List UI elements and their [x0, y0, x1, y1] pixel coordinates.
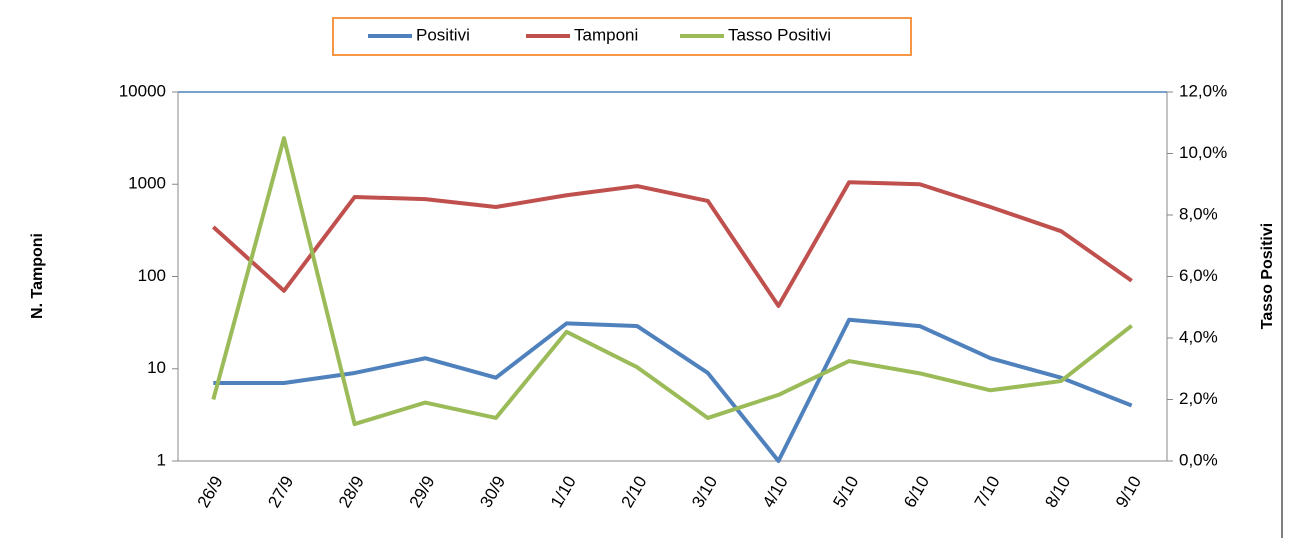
line-series: [211, 136, 1133, 427]
y-tick-label: 100: [138, 266, 166, 285]
x-tick-label: 7/10: [971, 473, 1004, 511]
x-tick-label: 6/10: [900, 473, 933, 511]
y2-tick-label: 0,0%: [1179, 450, 1218, 469]
y2-tick-label: 8,0%: [1179, 204, 1218, 223]
legend-label: Positivi: [416, 25, 470, 44]
y2-axis-title: Tasso Positivi: [1259, 223, 1276, 329]
x-tick-label: 5/10: [829, 473, 862, 511]
x-tick-label: 9/10: [1112, 473, 1145, 511]
x-tick-label: 8/10: [1041, 473, 1074, 511]
y2-tick-label: 4,0%: [1179, 327, 1218, 346]
x-tick-label: 2/10: [618, 473, 651, 511]
y2-tick-label: 10,0%: [1179, 143, 1227, 162]
x-tick-label: 3/10: [688, 473, 721, 511]
y-tick-label: 10: [147, 358, 166, 377]
legend-label: Tasso Positivi: [728, 25, 831, 44]
x-tick-label: 1/10: [547, 473, 580, 511]
x-tick-label: 30/9: [476, 473, 509, 511]
y-tick-label: 1: [157, 450, 166, 469]
line-series: [213, 317, 1133, 463]
y2-tick-label: 12,0%: [1179, 81, 1227, 100]
y-tick-label: 1000: [128, 174, 166, 193]
x-tick-label: 4/10: [759, 473, 792, 511]
y2-tick-label: 2,0%: [1179, 389, 1218, 408]
legend-label: Tamponi: [574, 25, 638, 44]
y-axis-title: N. Tamponi: [29, 233, 46, 319]
line-series: [211, 180, 1133, 308]
x-tick-label: 28/9: [335, 473, 368, 511]
legend-box: [332, 17, 912, 56]
x-tick-label: 26/9: [194, 473, 227, 511]
x-tick-label: 27/9: [264, 473, 297, 511]
x-tick-label: 29/9: [406, 473, 439, 511]
y-tick-label: 10000: [119, 81, 166, 100]
y2-tick-label: 6,0%: [1179, 266, 1218, 285]
